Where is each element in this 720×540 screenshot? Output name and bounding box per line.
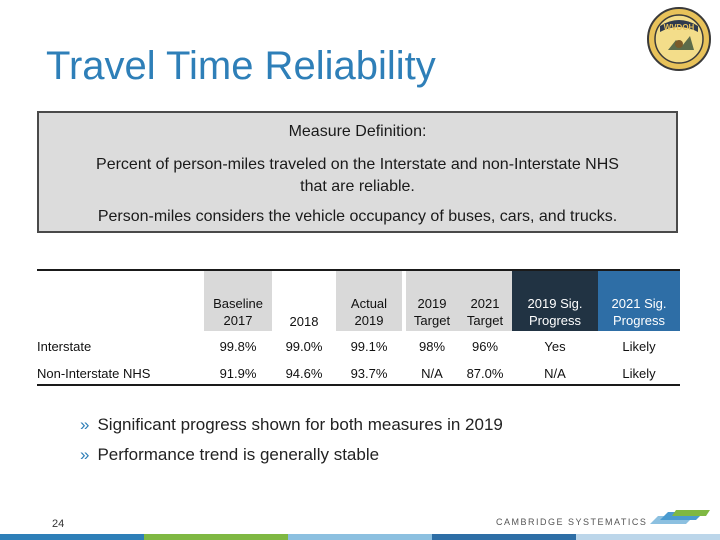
definition-text: Percent of person-miles traveled on the … bbox=[39, 154, 676, 198]
footer-color-bar bbox=[0, 534, 720, 540]
header-baseline-line1: Baseline bbox=[213, 296, 263, 311]
bullet-item: » Performance trend is generally stable bbox=[80, 445, 379, 465]
svg-text:WVDOH: WVDOH bbox=[664, 23, 695, 32]
table-cell: 99.1% bbox=[350, 339, 388, 354]
table-cell: 87.0% bbox=[466, 366, 504, 381]
header-2021-target-line2: Target bbox=[466, 313, 504, 328]
header-2019-target: 2019 Target bbox=[406, 271, 458, 331]
header-2019-sig-line2: Progress bbox=[528, 313, 582, 328]
row-label-non-interstate-nhs: Non-Interstate NHS bbox=[37, 366, 151, 381]
header-2019-target-line2: Target bbox=[413, 313, 451, 328]
table-bottom-rule bbox=[37, 384, 680, 386]
header-actual-line1: Actual bbox=[350, 296, 388, 311]
definition-line-3: Person-miles considers the vehicle occup… bbox=[97, 208, 618, 225]
cambridge-systematics-logo-icon bbox=[650, 510, 710, 524]
table-cell: 98% bbox=[418, 339, 446, 354]
header-2019-sig-line1: 2019 Sig. bbox=[527, 296, 583, 311]
header-2021-target-line1: 2021 bbox=[470, 296, 500, 311]
header-2021-sig-line1: 2021 Sig. bbox=[611, 296, 667, 311]
bullet-marker-icon: » bbox=[80, 445, 90, 464]
page-number: 24 bbox=[52, 518, 65, 530]
header-2021-target: 2021 Target bbox=[458, 271, 512, 331]
header-actual-line2: 2019 bbox=[354, 313, 384, 328]
header-actual-2019: Actual 2019 bbox=[336, 271, 402, 331]
header-2018: 2018 bbox=[272, 271, 336, 331]
header-2019-sig-progress: 2019 Sig. Progress bbox=[512, 271, 598, 331]
definition-line-1: Percent of person-miles traveled on the … bbox=[96, 156, 619, 173]
header-baseline-line2: 2017 bbox=[223, 313, 253, 328]
bullet-item: » Significant progress shown for both mea… bbox=[80, 415, 503, 435]
bullet-marker-icon: » bbox=[80, 415, 90, 434]
table-cell: N/A bbox=[544, 366, 566, 381]
bullet-text: Performance trend is generally stable bbox=[97, 445, 380, 464]
bullet-text: Significant progress shown for both meas… bbox=[97, 415, 503, 434]
table-cell: Yes bbox=[544, 339, 566, 354]
wvdoh-seal-logo: WVDOH bbox=[647, 7, 711, 71]
definition-heading: Measure Definition: bbox=[288, 123, 427, 140]
table-cell: 99.8% bbox=[219, 339, 257, 354]
header-2021-sig-line2: Progress bbox=[612, 313, 666, 328]
footer-brand-text: CAMBRIDGE SYSTEMATICS bbox=[496, 517, 648, 527]
table-top-rule bbox=[37, 269, 680, 271]
table-cell: Likely bbox=[622, 339, 656, 354]
row-label-interstate: Interstate bbox=[37, 339, 92, 354]
table-cell: 99.0% bbox=[285, 339, 323, 354]
header-2018-label: 2018 bbox=[289, 314, 319, 329]
header-2021-sig-progress: 2021 Sig. Progress bbox=[598, 271, 680, 331]
header-baseline-2017: Baseline 2017 bbox=[204, 271, 272, 331]
table-cell: 93.7% bbox=[350, 366, 388, 381]
table-cell: N/A bbox=[421, 366, 443, 381]
slide-title: Travel Time Reliability bbox=[46, 44, 436, 88]
table-cell: 94.6% bbox=[285, 366, 323, 381]
table-cell: 91.9% bbox=[219, 366, 257, 381]
header-2019-target-line1: 2019 bbox=[417, 296, 447, 311]
definition-line-2: that are reliable. bbox=[300, 178, 415, 195]
measure-definition-box: Measure Definition: Percent of person-mi… bbox=[37, 111, 678, 233]
table-cell: Likely bbox=[622, 366, 656, 381]
table-cell: 96% bbox=[471, 339, 499, 354]
